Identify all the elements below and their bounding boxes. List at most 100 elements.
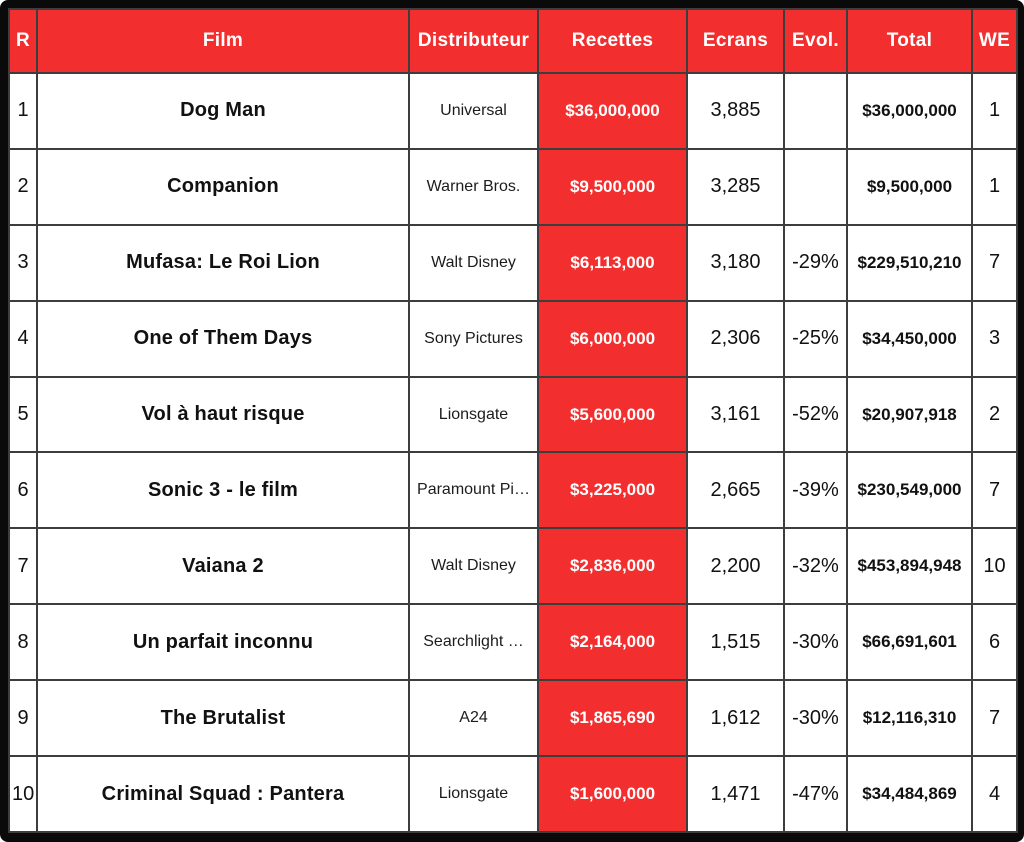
cell-screens: 1,612 [686,679,785,758]
cell-total: $9,500,000 [846,147,973,226]
cell-total: $20,907,918 [846,375,973,454]
cell-evolution: -25% [783,299,848,378]
cell-screens: 3,180 [686,223,785,302]
header-rank: R [8,8,38,74]
cell-receipts: $6,000,000 [537,299,688,378]
cell-rank: 2 [8,147,38,226]
cell-we: 7 [971,451,1018,530]
cell-we: 7 [971,679,1018,758]
cell-rank: 4 [8,299,38,378]
cell-total: $66,691,601 [846,603,973,682]
cell-receipts: $5,600,000 [537,375,688,454]
cell-distributor: Lionsgate [408,375,539,454]
header-evolution: Evol. [783,8,848,74]
cell-rank: 6 [8,451,38,530]
header-row: R Film Distributeur Recettes Ecrans Evol… [8,8,1018,74]
cell-film: One of Them Days [36,299,410,378]
table-row: 8 Un parfait inconnu Searchlight … $2,16… [8,603,1018,682]
cell-rank: 5 [8,375,38,454]
table-row: 10 Criminal Squad : Pantera Lionsgate $1… [8,755,1018,833]
cell-receipts: $1,600,000 [537,755,688,833]
cell-rank: 1 [8,72,38,150]
cell-distributor: Lionsgate [408,755,539,833]
cell-evolution: -29% [783,223,848,302]
cell-screens: 3,285 [686,147,785,226]
cell-evolution: -52% [783,375,848,454]
header-screens: Ecrans [686,8,785,74]
cell-screens: 2,306 [686,299,785,378]
cell-screens: 2,665 [686,451,785,530]
cell-we: 2 [971,375,1018,454]
cell-evolution: -30% [783,679,848,758]
cell-total: $230,549,000 [846,451,973,530]
cell-distributor: Warner Bros. [408,147,539,226]
table-row: 7 Vaiana 2 Walt Disney $2,836,000 2,200 … [8,527,1018,606]
cell-screens: 2,200 [686,527,785,606]
table-row: 2 Companion Warner Bros. $9,500,000 3,28… [8,147,1018,226]
table-row: 9 The Brutalist A24 $1,865,690 1,612 -30… [8,679,1018,758]
cell-screens: 3,885 [686,72,785,150]
table-row: 6 Sonic 3 - le film Paramount Pi… $3,225… [8,451,1018,530]
table-body: 1 Dog Man Universal $36,000,000 3,885 $3… [8,72,1018,833]
cell-total: $36,000,000 [846,72,973,150]
box-office-table: R Film Distributeur Recettes Ecrans Evol… [8,8,1018,833]
cell-we: 3 [971,299,1018,378]
cell-evolution: -30% [783,603,848,682]
cell-we: 7 [971,223,1018,302]
cell-rank: 7 [8,527,38,606]
table-row: 5 Vol à haut risque Lionsgate $5,600,000… [8,375,1018,454]
table-row: 1 Dog Man Universal $36,000,000 3,885 $3… [8,72,1018,150]
cell-we: 1 [971,72,1018,150]
cell-we: 4 [971,755,1018,833]
cell-receipts: $3,225,000 [537,451,688,530]
cell-total: $34,484,869 [846,755,973,833]
header-distributor: Distributeur [408,8,539,74]
cell-receipts: $1,865,690 [537,679,688,758]
cell-film: Vol à haut risque [36,375,410,454]
cell-film: Companion [36,147,410,226]
cell-rank: 10 [8,755,38,833]
cell-film: Vaiana 2 [36,527,410,606]
cell-total: $453,894,948 [846,527,973,606]
cell-film: Dog Man [36,72,410,150]
cell-film: Criminal Squad : Pantera [36,755,410,833]
header-film: Film [36,8,410,74]
cell-film: Un parfait inconnu [36,603,410,682]
cell-screens: 1,515 [686,603,785,682]
cell-rank: 3 [8,223,38,302]
header-receipts: Recettes [537,8,688,74]
cell-rank: 9 [8,679,38,758]
cell-total: $12,116,310 [846,679,973,758]
cell-screens: 1,471 [686,755,785,833]
cell-distributor: Paramount Pi… [408,451,539,530]
cell-distributor: Sony Pictures [408,299,539,378]
cell-film: The Brutalist [36,679,410,758]
header-total: Total [846,8,973,74]
cell-total: $34,450,000 [846,299,973,378]
cell-rank: 8 [8,603,38,682]
table-row: 4 One of Them Days Sony Pictures $6,000,… [8,299,1018,378]
cell-receipts: $9,500,000 [537,147,688,226]
cell-receipts: $36,000,000 [537,72,688,150]
cell-we: 6 [971,603,1018,682]
cell-evolution: -39% [783,451,848,530]
table-row: 3 Mufasa: Le Roi Lion Walt Disney $6,113… [8,223,1018,302]
cell-receipts: $6,113,000 [537,223,688,302]
cell-screens: 3,161 [686,375,785,454]
cell-receipts: $2,836,000 [537,527,688,606]
cell-evolution [783,72,848,150]
cell-distributor: Walt Disney [408,527,539,606]
cell-evolution: -32% [783,527,848,606]
cell-distributor: Walt Disney [408,223,539,302]
cell-distributor: A24 [408,679,539,758]
cell-total: $229,510,210 [846,223,973,302]
cell-we: 10 [971,527,1018,606]
cell-evolution: -47% [783,755,848,833]
cell-distributor: Universal [408,72,539,150]
cell-we: 1 [971,147,1018,226]
cell-receipts: $2,164,000 [537,603,688,682]
header-we: WE [971,8,1018,74]
cell-film: Sonic 3 - le film [36,451,410,530]
cell-film: Mufasa: Le Roi Lion [36,223,410,302]
